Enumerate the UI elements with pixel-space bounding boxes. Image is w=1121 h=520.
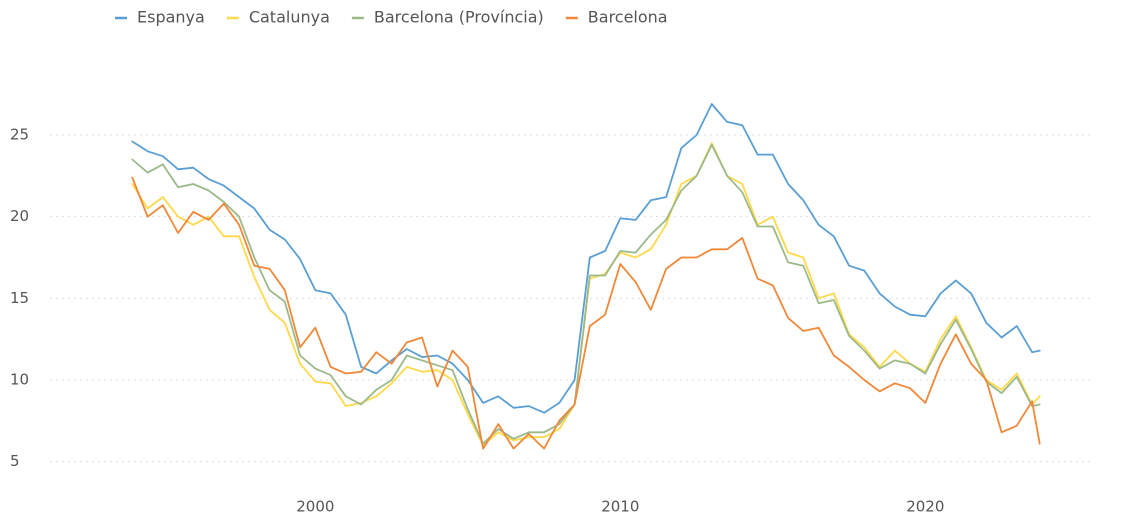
legend-label: Barcelona (Província) xyxy=(374,8,544,27)
series-line xyxy=(131,103,1041,414)
x-tick-label: 2020 xyxy=(906,498,944,516)
y-tick-label: 25 xyxy=(10,126,29,144)
series-line xyxy=(131,176,1041,450)
x-tick-label: 2000 xyxy=(296,498,334,516)
y-tick-label: 10 xyxy=(10,371,29,389)
y-tick-label: 15 xyxy=(10,289,29,307)
legend-label: Espanya xyxy=(137,8,205,27)
y-tick-label: 20 xyxy=(10,207,29,225)
series-line xyxy=(131,143,1041,445)
x-tick-label: 2010 xyxy=(601,498,639,516)
legend-label: Barcelona xyxy=(588,8,668,27)
y-tick-label: 5 xyxy=(10,452,20,470)
legend-label: Catalunya xyxy=(249,8,330,27)
